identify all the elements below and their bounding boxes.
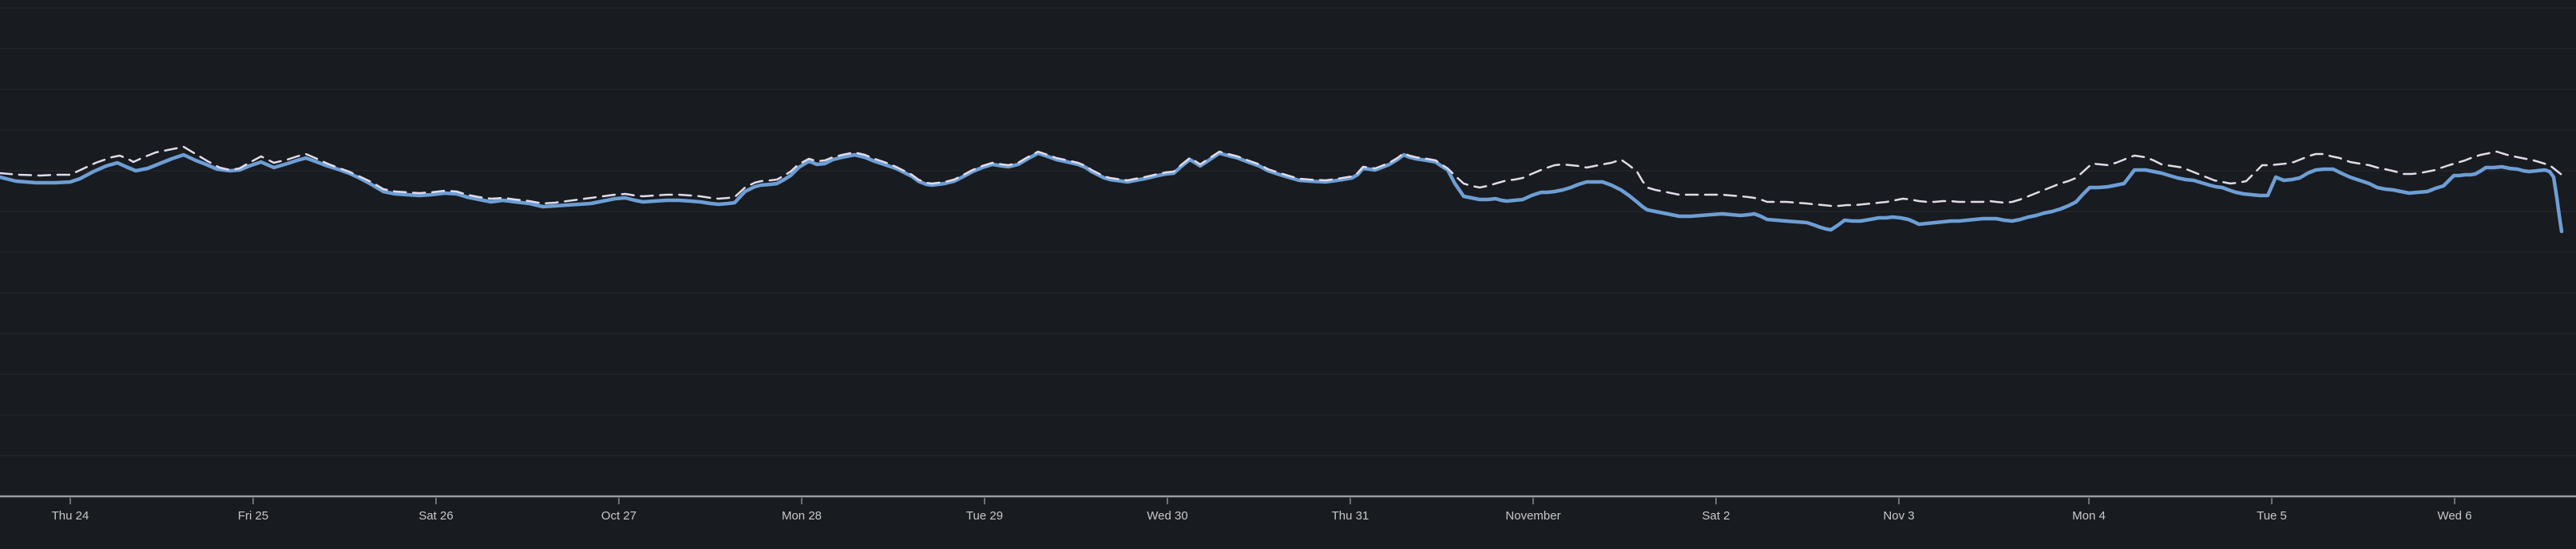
x-axis-tick-label: Mon 4 [2072, 509, 2106, 523]
x-axis-tick-label: November [1505, 509, 1560, 523]
x-axis-tick-label: Wed 30 [1147, 509, 1187, 523]
x-axis-tick-label: Tue 29 [966, 509, 1003, 523]
x-axis-group: Thu 24 Fri 25 Sat 26 Oct 27 Mon 28 Tue 29 Wed … [0, 495, 2576, 523]
x-axis-tick-label: Thu 31 [1332, 509, 1369, 523]
x-axis-tick-label: Thu 24 [52, 509, 89, 523]
x-axis-tick-label: Nov 3 [1883, 509, 1914, 523]
x-axis-tick-label: Mon 28 [782, 509, 822, 523]
series-group [0, 145, 2566, 234]
x-axis-tick-label: Tue 5 [2257, 509, 2287, 523]
series-solid-line [0, 151, 2564, 234]
x-axis-tick-label: Oct 27 [601, 509, 636, 523]
x-axis-tick-label: Sat 26 [418, 509, 453, 523]
x-axis-tick-label: Sat 2 [1702, 509, 1730, 523]
x-axis-tick-label: Fri 25 [238, 509, 268, 523]
x-axis-tick-label: Wed 6 [2437, 509, 2471, 523]
gridlines-group [0, 7, 2576, 456]
